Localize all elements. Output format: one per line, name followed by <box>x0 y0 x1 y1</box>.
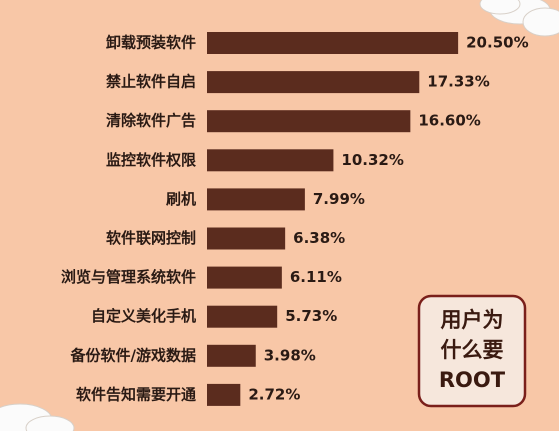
cloud-top-right <box>479 0 559 37</box>
bar <box>207 110 411 133</box>
bar <box>207 305 278 328</box>
category-label: 监控软件权限 <box>106 151 196 169</box>
value-label: 6.38% <box>293 229 345 247</box>
category-label: 卸载预装软件 <box>106 34 196 52</box>
bar <box>207 71 420 94</box>
bar <box>207 383 241 406</box>
value-label: 17.33% <box>427 73 489 91</box>
category-label: 备份软件/游戏数据 <box>70 346 196 364</box>
title-box <box>417 294 527 408</box>
chart-title: 用户为 <box>441 308 504 332</box>
bar <box>207 266 282 289</box>
value-label: 3.98% <box>264 346 316 364</box>
cloud-bottom-left <box>0 403 75 431</box>
bar <box>207 188 305 211</box>
category-label: 软件告知需要开通 <box>76 385 196 403</box>
chart-title: ROOT <box>439 368 506 392</box>
value-label: 7.99% <box>313 190 365 208</box>
category-label: 刷机 <box>166 190 196 208</box>
bar <box>207 227 286 250</box>
value-label: 6.11% <box>290 268 342 286</box>
value-label: 16.60% <box>418 112 480 130</box>
chart-title: 什么要 <box>441 338 504 362</box>
category-label: 软件联网控制 <box>106 229 196 247</box>
bar <box>207 32 459 54</box>
value-label: 5.73% <box>285 307 337 325</box>
category-label: 清除软件广告 <box>106 112 196 130</box>
category-label: 浏览与管理系统软件 <box>61 268 196 286</box>
value-label: 20.50% <box>466 34 528 52</box>
value-label: 10.32% <box>341 151 403 169</box>
category-label: 禁止软件自启 <box>106 73 196 91</box>
bar <box>207 344 256 367</box>
bar <box>207 149 334 172</box>
category-label: 自定义美化手机 <box>91 307 196 325</box>
value-label: 2.72% <box>248 385 300 403</box>
